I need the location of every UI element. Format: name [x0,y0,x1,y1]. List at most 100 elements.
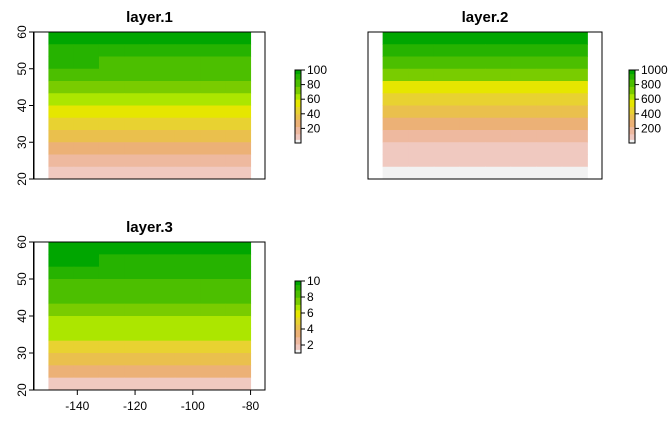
legend-swatch [295,344,301,347]
raster-cell [200,291,226,305]
raster-cell [408,154,435,168]
raster-cell [174,68,201,82]
raster-cell [382,117,409,131]
raster-cell [48,291,75,305]
legend-swatch [295,308,301,311]
raster-cell [382,166,409,180]
raster-cell [124,353,150,366]
legend-swatch [295,90,301,93]
raster-cell [510,166,537,180]
raster-cell [433,32,460,45]
raster-cell [124,81,150,94]
raster-cell [124,105,150,119]
raster-cell [459,154,486,168]
raster-cell [124,279,150,292]
raster-cell [200,142,226,155]
raster-cell [200,365,226,379]
legend-swatch [295,121,301,124]
raster-cell [149,93,176,106]
legend-swatch [295,137,301,140]
legend-swatch [295,102,301,106]
legend-swatch [295,132,301,135]
legend-swatch [629,104,635,107]
legend-swatch [295,284,301,287]
raster-cell [73,130,100,143]
raster-cell [98,353,125,366]
legend-swatch [629,80,635,84]
raster-cell [98,328,125,342]
x-tick-label: -80 [242,399,260,413]
legend-swatch [295,281,301,284]
legend-swatch [295,311,301,314]
raster-cell [73,316,100,329]
raster-cell [149,242,176,255]
raster-cell [225,154,252,168]
raster-cell [124,266,150,280]
raster-cell [200,242,226,255]
raster-cell [408,166,435,180]
raster-cell [200,254,226,268]
raster-cell [433,154,460,168]
raster-cell [382,154,409,168]
raster-cell [408,44,435,57]
raster-cell [200,154,226,168]
legend-frame [294,69,302,144]
legend-swatch [629,90,635,93]
raster-cell [48,56,75,70]
raster-cell [149,316,176,329]
raster-cell [408,142,435,155]
raster-cell [485,44,512,57]
panel-title: layer.1 [126,9,173,26]
raster-cell [174,44,201,57]
raster-cell [510,142,537,155]
raster-cell [225,117,252,131]
raster-cell [408,56,435,70]
raster-cell [48,68,75,82]
legend-swatch [295,315,301,318]
raster-cell [382,56,409,70]
legend-swatch [295,75,301,78]
raster-cell [536,81,563,94]
raster-cell [485,142,512,155]
legend-swatch [295,345,301,349]
legend-frame [628,69,636,144]
raster-cell [561,154,588,168]
raster-cell [561,81,588,94]
raster-cell [459,117,486,131]
raster-cell [73,117,100,131]
raster-cell [149,32,176,45]
raster-cell [149,365,176,379]
legend-swatch [295,95,301,98]
raster-cell [124,32,150,45]
raster-cell [225,56,252,70]
panel-title: layer.3 [126,219,173,236]
raster-cell [200,303,226,317]
raster-cell [459,81,486,94]
raster-cell [174,93,201,106]
raster-cell [149,254,176,268]
raster-cell [149,81,176,94]
raster-cell [536,93,563,106]
raster-cell [510,154,537,168]
raster-cell [124,142,150,155]
raster-cell [174,303,201,317]
legend-swatch [629,99,635,102]
y-tick-label: 20 [15,383,29,397]
raster-cell [485,81,512,94]
raster-cell [48,365,75,379]
raster-cell [225,328,252,342]
raster-cell [561,56,588,70]
raster-cell [174,254,201,268]
raster-cell [382,130,409,143]
raster-cell [98,365,125,379]
y-tick-label: 30 [15,346,29,360]
legend-swatch [295,88,301,91]
raster-cell [73,254,100,268]
legend-swatch [629,106,635,109]
raster-cell [225,303,252,317]
raster-cell [510,117,537,131]
legend-swatch [629,70,635,73]
y-tick-label: 50 [15,62,29,76]
legend-tick-label: 20 [307,121,321,135]
raster-cell [98,303,125,317]
